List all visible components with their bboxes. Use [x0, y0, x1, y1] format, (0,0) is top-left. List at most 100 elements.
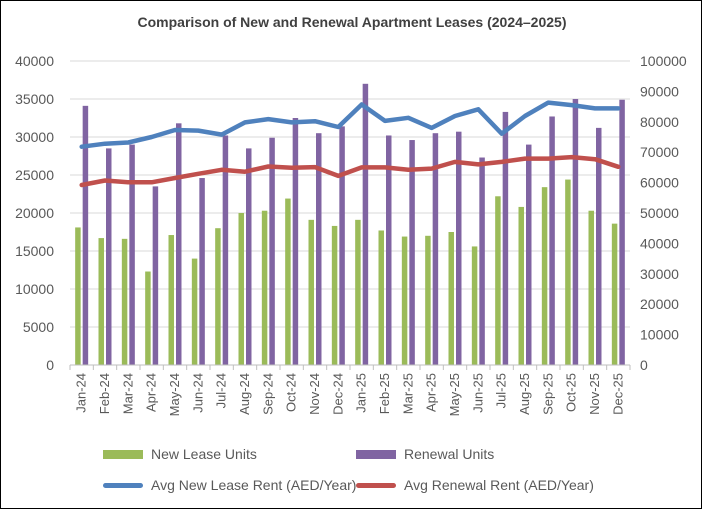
chart-title: Comparison of New and Renewal Apartment …: [137, 14, 567, 30]
right-axis-tick-label: 60000: [640, 175, 679, 191]
bar-new-lease: [448, 232, 454, 365]
bar-renewal: [222, 135, 229, 365]
left-axis-tick-label: 20000: [15, 205, 54, 221]
left-axis-tick-label: 35000: [15, 91, 54, 107]
x-axis-tick-label: Aug-24: [237, 373, 252, 415]
legend-swatch-new-rent: [103, 482, 143, 488]
x-axis-tick-label: Mar-24: [120, 373, 135, 414]
x-axis-tick-label: Dec-24: [330, 373, 345, 415]
line-avg-renewal-rent: [79, 154, 621, 188]
legend-swatch-renewal-rent: [356, 482, 396, 488]
x-axis-tick-label: Sep-24: [260, 373, 275, 415]
x-axis-tick-label: Oct-25: [564, 373, 579, 412]
bar-new-lease: [495, 196, 501, 365]
right-axis-tick-label: 0: [640, 357, 648, 373]
bar-renewal: [246, 148, 252, 365]
bar-new-lease: [238, 213, 244, 365]
x-axis-tick-label: Feb-25: [377, 373, 392, 414]
bar-renewal: [596, 127, 602, 365]
bar-new-lease: [611, 223, 618, 365]
legend-avg-renewal-rent[interactable]: Avg Renewal Rent (AED/Year): [356, 477, 594, 493]
left-axis-tick-label: 15000: [15, 243, 54, 259]
bar-renewal: [316, 133, 322, 365]
bar-renewal: [176, 123, 182, 365]
bar-new-lease: [331, 225, 338, 365]
legend-label-avg-renewal-rent: Avg Renewal Rent (AED/Year): [404, 477, 594, 493]
bar-renewal: [129, 144, 135, 365]
legend-label-avg-new-lease-rent: Avg New Lease Rent (AED/Year): [151, 477, 357, 493]
bar-new-lease: [75, 227, 81, 365]
bar-new-lease: [261, 210, 268, 365]
bar-new-lease: [285, 198, 291, 365]
x-axis-tick-label: Nov-24: [307, 373, 322, 415]
x-axis-tick-label: Nov-25: [587, 373, 602, 415]
bar-renewal: [292, 118, 299, 365]
x-axis-tick-label: Jan-25: [354, 373, 369, 413]
bar-renewal: [549, 116, 555, 365]
bar-new-lease: [588, 210, 594, 365]
right-axis-tick-label: 20000: [640, 296, 679, 312]
bar-new-lease: [518, 206, 524, 365]
x-axis-tick-label: Oct-24: [284, 373, 299, 412]
x-axis-tick-label: Jun-25: [470, 373, 485, 413]
bars: [75, 83, 625, 366]
x-axis-tick-label: Jul-24: [214, 373, 229, 408]
left-axis-tick-label: 0: [46, 357, 54, 373]
lines: [79, 100, 621, 188]
legend-swatch-new-lease: [103, 449, 143, 459]
gridlines: [70, 60, 630, 366]
legend-label-renewal-units: Renewal Units: [404, 446, 495, 462]
legend-renewal-units[interactable]: Renewal Units: [356, 446, 494, 462]
bar-renewal: [409, 140, 415, 365]
left-axis-tick-label: 5000: [23, 319, 54, 335]
right-axis-tick-label: 30000: [640, 266, 679, 282]
bar-renewal: [199, 178, 205, 365]
x-axis-tick-label: Sep-25: [540, 373, 555, 415]
right-axis-tick-label: 90000: [640, 83, 679, 99]
axes: 0 5000 10000 15000 20000 25000 30000 35000 40000…: [15, 53, 687, 416]
bar-new-lease: [471, 246, 478, 365]
bar-renewal: [526, 144, 532, 365]
legend-swatch-renewal: [356, 449, 396, 459]
bar-renewal: [386, 135, 392, 365]
legend-new-lease-units[interactable]: New Lease Units: [103, 446, 257, 462]
line-avg-new-lease-rent: [79, 100, 621, 149]
right-axis-tick-label: 70000: [640, 144, 679, 160]
right-axis-tick-label: 50000: [640, 205, 679, 221]
bar-new-lease: [145, 271, 151, 365]
bar-renewal: [339, 126, 345, 365]
x-axis-tick-label: Aug-25: [517, 373, 532, 415]
legend-avg-new-lease-rent[interactable]: Avg New Lease Rent (AED/Year): [103, 477, 356, 493]
right-axis-tick-label: 40000: [640, 235, 679, 251]
x-axis-tick-label: Apr-25: [424, 373, 439, 412]
x-axis-tick-label: Feb-24: [97, 373, 112, 414]
bar-new-lease: [401, 236, 408, 365]
bar-renewal: [82, 105, 89, 365]
bar-new-lease: [565, 179, 571, 365]
x-axis-tick-label: Mar-25: [400, 373, 415, 414]
left-axis-tick-label: 25000: [15, 167, 54, 183]
left-axis-tick-label: 10000: [15, 281, 54, 297]
bar-new-lease: [541, 187, 548, 365]
bar-renewal: [106, 148, 112, 365]
x-axis-tick-label: Jan-24: [74, 373, 89, 413]
bar-new-lease: [215, 228, 221, 365]
bar-new-lease: [98, 238, 104, 365]
right-axis-tick-label: 80000: [640, 114, 679, 130]
left-axis-tick-label: 30000: [15, 129, 54, 145]
x-axis-tick-label: Dec-25: [610, 373, 625, 415]
bar-renewal: [432, 133, 439, 365]
bar-new-lease: [121, 238, 128, 365]
x-axis-tick-label: May-24: [167, 373, 182, 416]
bar-renewal: [152, 186, 159, 365]
bar-new-lease: [378, 230, 384, 365]
right-axis-tick-label: 100000: [640, 53, 687, 69]
legend-label-new-lease-units: New Lease Units: [151, 446, 257, 462]
x-axis-tick-label: Apr-24: [144, 373, 159, 412]
bar-new-lease: [191, 258, 198, 365]
bar-renewal: [456, 131, 462, 365]
x-axis-tick-label: Jun-24: [190, 373, 205, 413]
bar-renewal: [572, 99, 579, 365]
